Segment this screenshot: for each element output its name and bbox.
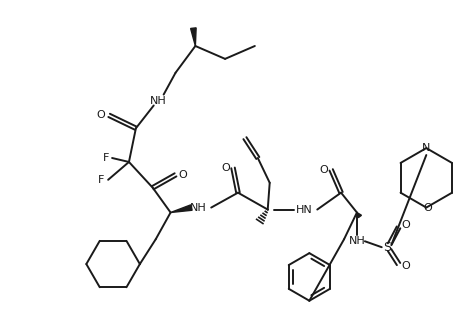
Text: O: O — [423, 203, 432, 213]
Text: NH: NH — [348, 236, 365, 246]
Polygon shape — [191, 28, 196, 46]
Text: O: O — [401, 220, 410, 230]
Text: N: N — [422, 143, 430, 153]
Polygon shape — [170, 205, 192, 213]
Text: NH: NH — [150, 95, 167, 106]
Text: O: O — [222, 163, 230, 173]
Text: O: O — [320, 165, 329, 175]
Text: O: O — [401, 261, 410, 271]
Text: O: O — [178, 170, 187, 180]
Text: F: F — [98, 175, 104, 185]
Text: S: S — [383, 241, 391, 254]
Text: NH: NH — [190, 203, 207, 213]
Text: O: O — [97, 110, 106, 120]
Text: F: F — [103, 153, 110, 163]
Polygon shape — [357, 213, 362, 218]
Text: HN: HN — [296, 204, 313, 215]
